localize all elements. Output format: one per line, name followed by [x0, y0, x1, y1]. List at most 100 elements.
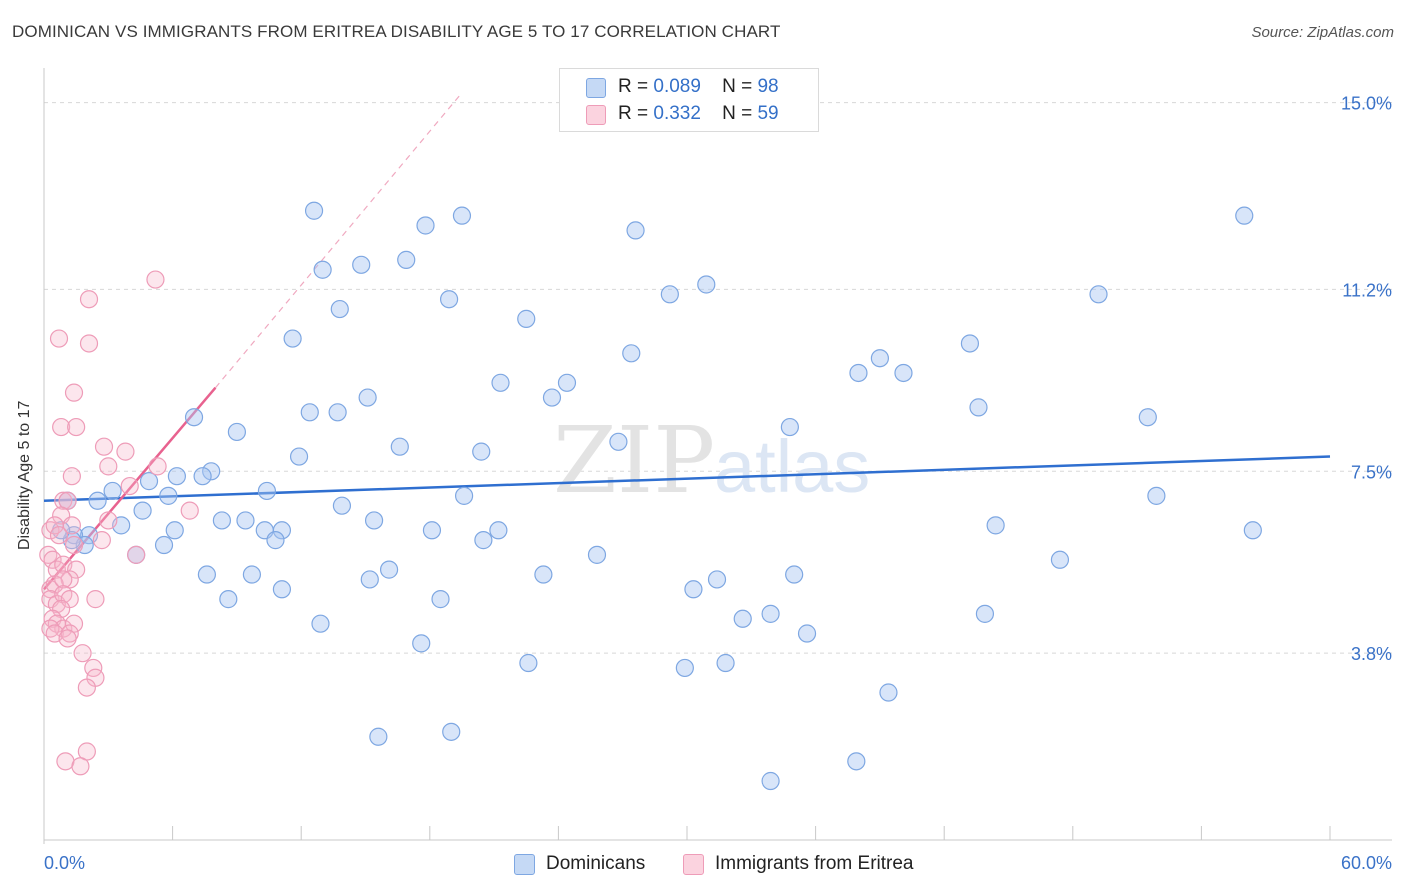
- x-tick-label-max: 60.0%: [1341, 853, 1392, 873]
- eritrea-point: [58, 629, 77, 648]
- legend-swatch-dominicans: [586, 78, 606, 98]
- dominican-point: [761, 604, 780, 623]
- eritrea-point: [92, 531, 111, 550]
- dominican-point: [311, 614, 330, 633]
- legend-n-label: N =: [722, 103, 753, 124]
- dominican-point: [422, 521, 442, 540]
- dominican-point: [165, 521, 184, 540]
- dominican-point: [1138, 408, 1157, 427]
- legend-r-label: R =: [618, 76, 649, 97]
- x-tick-label-min: 0.0%: [44, 853, 85, 873]
- legend-swatch-eritrea: [586, 105, 606, 125]
- y-tick-label: 11.2%: [1342, 280, 1392, 300]
- eritrea-point: [99, 511, 118, 530]
- dominican-point: [587, 545, 607, 564]
- eritrea-point: [120, 476, 139, 496]
- eritrea-point: [54, 570, 73, 589]
- dominican-point: [454, 486, 474, 505]
- dominican-point: [431, 590, 450, 609]
- bottom-legend-label-dominicans: Dominicans: [546, 853, 646, 874]
- y-tick-label: 7.5%: [1351, 462, 1392, 482]
- dominican-point: [489, 521, 508, 540]
- dominican-point: [358, 388, 377, 407]
- dominican-point: [797, 624, 817, 643]
- dominican-point: [697, 275, 716, 294]
- legend-r-value: 0.089: [653, 76, 701, 97]
- eritrea-point: [77, 678, 96, 697]
- dominican-point: [960, 334, 980, 353]
- legend-r-label: R =: [618, 103, 649, 124]
- correlation-legend: R = 0.089 N = 98 R = 0.332 N = 59: [559, 68, 819, 132]
- dominican-point: [894, 363, 913, 383]
- dominican-point: [1235, 206, 1254, 225]
- dominican-point: [257, 481, 277, 501]
- dominican-point: [167, 467, 186, 486]
- dominican-point: [439, 290, 459, 309]
- dominican-point: [88, 491, 107, 510]
- dominican-point: [159, 486, 178, 505]
- dominican-point: [242, 565, 262, 584]
- eritrea-point: [148, 457, 167, 476]
- dominican-point: [202, 462, 221, 481]
- watermark-atlas: atlas: [714, 425, 870, 508]
- dominican-point: [1050, 550, 1070, 569]
- eritrea-point: [43, 550, 62, 569]
- dominican-point: [491, 373, 510, 392]
- bottom-legend-swatch-dominicans: [514, 854, 535, 875]
- eritrea-point: [116, 442, 135, 461]
- dominican-point: [675, 658, 694, 678]
- dominican-point: [266, 531, 285, 550]
- eritrea-point: [52, 417, 71, 437]
- dominican-point: [289, 447, 309, 466]
- trend-lines: [43, 92, 1331, 591]
- eritrea-point: [127, 545, 146, 564]
- dominican-point: [313, 260, 332, 279]
- eritrea-point: [67, 560, 86, 579]
- dominican-point: [849, 363, 868, 383]
- dominican-point: [332, 496, 352, 515]
- dominican-point: [519, 653, 538, 673]
- dominican-point: [969, 398, 988, 417]
- eritrea-point: [54, 491, 73, 510]
- legend-n-label: N =: [722, 76, 753, 97]
- y-tick-label: 3.8%: [1351, 644, 1392, 664]
- dominican-point: [219, 590, 238, 609]
- dominican-point: [626, 221, 645, 240]
- dominican-point: [542, 388, 562, 407]
- dominican-point: [975, 604, 995, 623]
- watermark-zip: ZIP: [553, 407, 715, 514]
- data-points: [39, 201, 1262, 791]
- dominican-point: [609, 432, 628, 451]
- dominican-point: [154, 535, 174, 555]
- dominican-point: [364, 511, 384, 530]
- dominican-point: [622, 344, 641, 363]
- eritrea-point: [99, 457, 118, 476]
- dominican-point: [660, 285, 679, 304]
- dominican-point: [472, 442, 491, 461]
- dominican-point: [733, 609, 752, 628]
- eritrea-trend-extension: [215, 92, 463, 389]
- dominican-point: [785, 565, 804, 584]
- eritrea-point: [64, 383, 84, 402]
- eritrea-point: [73, 644, 92, 663]
- eritrea-point: [62, 467, 81, 486]
- dominican-point: [103, 481, 122, 501]
- dominican-point: [412, 634, 431, 653]
- dominican-point: [283, 329, 302, 348]
- y-axis-label: Disability Age 5 to 17: [16, 400, 33, 550]
- dominican-point: [557, 373, 577, 392]
- dominican-point: [716, 653, 735, 673]
- dominican-point: [133, 501, 152, 520]
- dominican-point: [330, 299, 349, 319]
- axes: [43, 68, 1392, 844]
- dominican-point: [227, 422, 246, 442]
- bottom-legend-label-eritrea: Immigrants from Eritrea: [715, 853, 914, 874]
- eritrea-point: [146, 270, 165, 289]
- dominican-point: [684, 580, 703, 599]
- eritrea-point: [94, 437, 114, 456]
- dominican-point: [304, 201, 324, 220]
- eritrea-point: [79, 334, 99, 353]
- dominican-point: [397, 250, 416, 269]
